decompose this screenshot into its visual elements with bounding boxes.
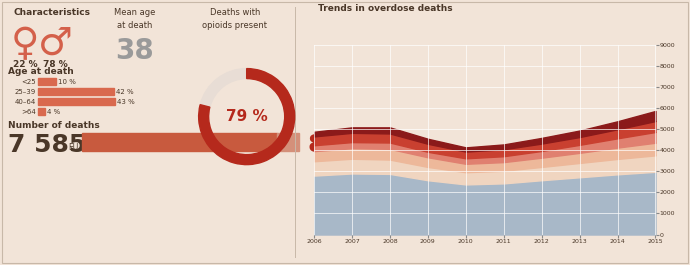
Text: Sweden: Sweden	[457, 214, 482, 219]
Text: EU: EU	[68, 143, 78, 152]
Text: Turkey: Turkey	[327, 214, 348, 219]
Text: 25–39: 25–39	[14, 89, 36, 95]
Text: Characteristics: Characteristics	[14, 8, 90, 17]
Bar	[318, 214, 325, 219]
Text: 22 %: 22 %	[12, 60, 37, 69]
Bar	[383, 225, 390, 230]
Text: Age at death: Age at death	[8, 67, 74, 76]
Bar	[38, 98, 115, 105]
Text: ♀: ♀	[11, 25, 39, 63]
Text: Mean age
at death: Mean age at death	[115, 8, 156, 29]
Text: Germany: Germany	[522, 214, 551, 219]
Text: 40–64: 40–64	[14, 99, 36, 104]
Text: 43 %: 43 %	[117, 99, 135, 104]
Text: 78 %: 78 %	[43, 60, 68, 69]
Text: Trends in overdose deaths: Trends in overdose deaths	[318, 4, 453, 13]
Text: <25: <25	[21, 78, 36, 85]
Wedge shape	[200, 69, 246, 107]
Bar	[38, 78, 56, 85]
Text: 42 %: 42 %	[116, 89, 133, 95]
Text: 7 585: 7 585	[8, 133, 86, 157]
Bar	[38, 88, 114, 95]
Text: 38: 38	[116, 37, 155, 65]
Wedge shape	[199, 69, 295, 165]
Bar	[38, 108, 46, 115]
Bar	[82, 133, 277, 151]
Bar	[318, 225, 325, 230]
Bar	[513, 214, 520, 219]
Text: EU + 2: EU + 2	[358, 143, 384, 152]
Text: United Kingdom: United Kingdom	[327, 225, 377, 230]
Text: Other countries: Other countries	[392, 225, 442, 230]
Text: Deaths with
opioids present: Deaths with opioids present	[202, 8, 268, 29]
Text: 79 %: 79 %	[226, 109, 268, 124]
Text: 8 441: 8 441	[308, 133, 386, 157]
Text: ♂: ♂	[37, 25, 72, 63]
Text: >64: >64	[21, 108, 36, 114]
Text: 10 %: 10 %	[58, 78, 76, 85]
Bar	[448, 214, 455, 219]
Text: Spain: Spain	[392, 214, 409, 219]
Bar	[383, 214, 390, 219]
Text: 4 %: 4 %	[47, 108, 61, 114]
Text: Number of deaths: Number of deaths	[8, 121, 100, 130]
Bar	[277, 133, 299, 151]
